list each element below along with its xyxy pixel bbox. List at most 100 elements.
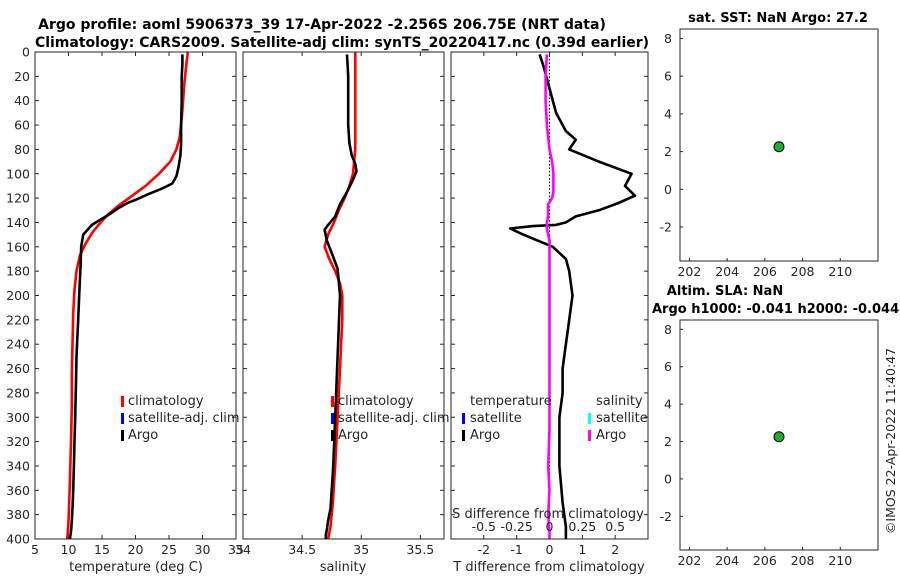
y-tick-label: 320 <box>6 434 30 449</box>
imos-watermark: ©IMOS 22-Apr-2022 11:40:47 <box>883 348 898 534</box>
argo-position-marker <box>773 141 785 153</box>
y-tick-label: 2 <box>664 144 672 159</box>
sst-panel: sat. SST: NaN Argo: 27.2 202 204 206 2 0 8 210… <box>660 11 879 279</box>
x-tick-label: 5 <box>31 542 39 557</box>
x-tick-label: 204 <box>715 553 739 568</box>
salinity-legend: climatology satellite-adj. clim Argo <box>331 394 450 443</box>
legend-argo-swatch <box>331 430 334 441</box>
y-tick-label: 20 <box>14 69 30 84</box>
salinity-panel: 34 34.5 35 35.5 salinity climatology satell… <box>235 51 450 575</box>
x-tick-label: 206 <box>753 264 777 279</box>
y-tick-label: 400 <box>6 532 30 547</box>
x-tick-label: 35.5 <box>406 542 434 557</box>
difference-legend: temperature satellite Argo salinity sate… <box>462 394 648 443</box>
s-tick-label: 0 <box>546 519 554 534</box>
legend-climatology-swatch <box>331 396 334 407</box>
series-line-argo <box>68 54 184 540</box>
y-tick-label: 100 <box>6 166 30 181</box>
x-tick-label: 15 <box>94 542 110 557</box>
x-tick-label: 202 <box>677 264 701 279</box>
y-tick-label: 360 <box>6 483 30 498</box>
y-tick-label: 200 <box>6 288 30 303</box>
y-tick-label: 240 <box>6 337 30 352</box>
legend-s-satellite-swatch <box>588 413 591 424</box>
y-tick-label: 220 <box>6 312 30 327</box>
legend-climatology-label: climatology <box>128 394 204 409</box>
y-tick-label: 8 <box>664 322 672 337</box>
y-tick-label: 4 <box>664 397 672 412</box>
legend-argo-label: Argo <box>128 428 158 443</box>
legend-t-argo-swatch <box>462 430 465 441</box>
y-tick-label: 0 <box>664 182 672 197</box>
y-tick-label: 260 <box>6 361 30 376</box>
x-tick-label: -2 <box>478 542 490 557</box>
x-tick-label: 2 <box>611 542 619 557</box>
x-tick-label: 35 <box>353 542 369 557</box>
temperature-axes-frame <box>34 51 237 540</box>
x-tick-label: -1 <box>510 542 522 557</box>
x-tick-label: 30 <box>195 542 211 557</box>
figure-title-line2: Climatology: CARS2009. Satellite-adj cli… <box>35 35 649 51</box>
y-tick-label: 6 <box>664 69 672 84</box>
s-difference-label: S difference from climatology <box>452 507 644 522</box>
legend-satellite-adj-swatch <box>331 413 334 424</box>
y-tick-label: 140 <box>6 215 30 230</box>
x-tick-label: 210 <box>828 553 852 568</box>
y-tick-label: 2 <box>664 434 672 449</box>
legend-s-satellite-label: satellite <box>596 411 648 426</box>
x-tick-label: 206 <box>753 553 777 568</box>
legend-argo-swatch <box>121 430 124 441</box>
y-tick-label: 160 <box>6 239 30 254</box>
legend-t-satellite-swatch <box>462 413 465 424</box>
temperature-panel: 5 10 15 20 25 30 35 0 20 40 60 80 100 120 140 160 180 200… <box>6 45 244 576</box>
x-tick-label: 204 <box>715 264 739 279</box>
series-line-argo <box>544 54 555 539</box>
s-tick-label: -0.5 <box>472 519 496 534</box>
legend-t-satellite-label: satellite <box>470 411 522 426</box>
x-tick-label: 208 <box>791 553 815 568</box>
legend-s-argo-label: Argo <box>596 428 626 443</box>
sla-axes-frame <box>679 319 879 551</box>
x-tick-label: 10 <box>61 542 77 557</box>
y-tick-label: 300 <box>6 410 30 425</box>
argo-position-marker <box>773 431 785 443</box>
s-tick-label: 0.5 <box>605 519 625 534</box>
y-tick-label: 380 <box>6 507 30 522</box>
legend-s-argo-swatch <box>588 430 591 441</box>
salinity-axes-frame <box>242 51 445 540</box>
difference-axes-frame <box>450 51 649 540</box>
legend-satellite-adj-label: satellite-adj. clim <box>338 411 450 426</box>
legend-satellite-adj-swatch <box>121 413 124 424</box>
x-tick-label: 202 <box>677 553 701 568</box>
y-tick-label: 8 <box>664 31 672 46</box>
y-tick-label: 0 <box>664 471 672 486</box>
x-tick-label: 34 <box>235 542 251 557</box>
legend-argo-label: Argo <box>338 428 368 443</box>
legend-temperature-heading: temperature <box>470 394 552 409</box>
x-tick-label: 0 <box>546 542 554 557</box>
s-tick-label: -0.25 <box>500 519 532 534</box>
series-line-argo <box>323 54 358 539</box>
s-tick-label: 0.25 <box>568 519 596 534</box>
x-tick-label: 1 <box>578 542 586 557</box>
sla-title: Altim. SLA: NaN <box>667 284 783 299</box>
y-tick-label: 0 <box>22 45 30 60</box>
difference-panel: -2 -1 0 1 2 -0.5 -0.25 0 0.25 0.5 T difference fr… <box>450 51 649 575</box>
y-tick-label: 40 <box>14 93 30 108</box>
temperature-legend: climatology satellite-adj. clim Argo <box>121 394 240 443</box>
y-tick-label: 6 <box>664 359 672 374</box>
temperature-xlabel: temperature (deg C) <box>69 560 203 575</box>
legend-climatology-label: climatology <box>338 394 414 409</box>
sst-title: sat. SST: NaN Argo: 27.2 <box>688 11 868 26</box>
salinity-xlabel: salinity <box>320 560 367 575</box>
x-tick-label: 20 <box>128 542 144 557</box>
x-tick-label: 210 <box>828 264 852 279</box>
y-tick-label: 80 <box>14 142 30 157</box>
series-line-climatology <box>65 51 190 540</box>
y-tick-label: -2 <box>660 509 672 524</box>
y-tick-label: 280 <box>6 385 30 400</box>
sla-subtitle: Argo h1000: -0.041 h2000: -0.044 <box>652 302 899 317</box>
y-tick-label: 60 <box>14 118 30 133</box>
y-tick-label: -2 <box>660 220 672 235</box>
